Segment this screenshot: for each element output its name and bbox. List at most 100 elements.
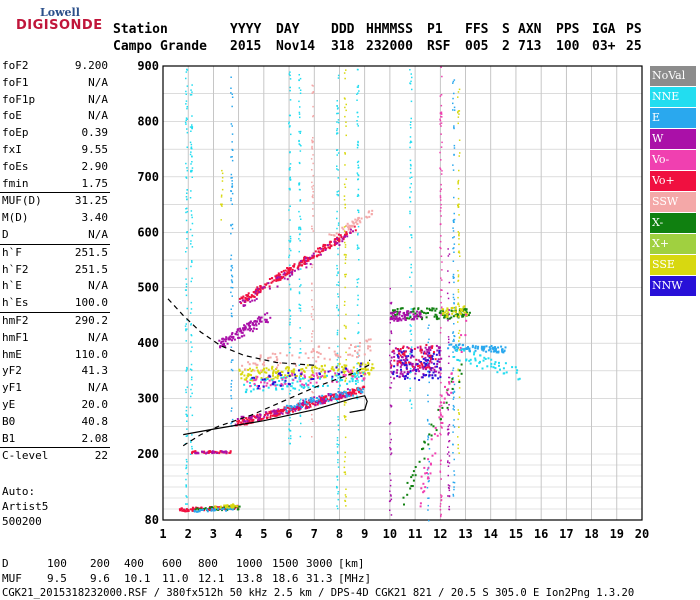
echo-point (338, 391, 340, 394)
echo-point (406, 359, 409, 362)
echo-point (427, 458, 430, 461)
echo-point (277, 369, 280, 372)
echo-point (389, 317, 392, 319)
echo-point (280, 377, 283, 379)
echo-point (203, 508, 206, 510)
echo-point (392, 370, 395, 373)
echo-point (417, 315, 420, 318)
echo-point (186, 414, 188, 416)
echo-point (309, 404, 312, 406)
echo-point (288, 73, 290, 75)
echo-point (288, 270, 291, 273)
echo-point (243, 326, 246, 329)
echo-point (334, 395, 337, 398)
echo-point (370, 366, 373, 369)
echo-point (230, 504, 233, 507)
echo-point (185, 369, 188, 371)
echo-point (284, 408, 287, 411)
echo-point (337, 190, 340, 192)
echo-point (414, 366, 416, 369)
echo-point (389, 312, 392, 315)
echo-point (485, 345, 488, 348)
echo-point (485, 350, 488, 353)
param-label: hmF1 (2, 330, 29, 344)
echo-point (453, 302, 455, 305)
echo-point (186, 118, 188, 120)
echo-point (311, 195, 314, 198)
echo-point (281, 388, 284, 390)
echo-point (274, 376, 277, 379)
echo-point (185, 466, 188, 469)
echo-point (457, 444, 459, 446)
echo-point (229, 335, 232, 338)
echo-point (276, 410, 279, 413)
echo-point (357, 116, 359, 118)
echo-point (230, 258, 232, 260)
echo-point (300, 264, 302, 266)
echo-point (336, 108, 339, 110)
echo-point (263, 286, 266, 289)
echo-point (307, 259, 310, 262)
echo-point (291, 354, 294, 357)
echo-point (389, 354, 391, 357)
echo-point (245, 388, 248, 391)
echo-point (357, 211, 360, 214)
echo-point (458, 252, 461, 254)
echo-point (420, 475, 423, 478)
echo-point (403, 311, 406, 314)
echo-point (458, 203, 460, 205)
echo-point (405, 363, 408, 366)
echo-point (452, 346, 454, 348)
echo-point (410, 73, 412, 75)
echo-point (231, 267, 234, 269)
echo-point (343, 199, 346, 201)
echo-point (452, 296, 455, 299)
echo-point (440, 133, 442, 135)
echo-point (299, 150, 302, 152)
echo-point (343, 97, 346, 99)
echo-point (357, 195, 360, 197)
echo-point (190, 143, 193, 146)
header-row1-cell: AXN (518, 22, 542, 37)
echo-point (452, 169, 455, 171)
echo-point (209, 451, 212, 453)
echo-point (251, 419, 254, 421)
echo-point (276, 383, 279, 386)
echo-point (424, 346, 427, 349)
echo-point (343, 471, 346, 474)
echo-point (452, 452, 454, 454)
echo-point (213, 509, 216, 512)
echo-point (185, 196, 188, 198)
echo-point (336, 128, 339, 130)
echo-point (248, 295, 251, 298)
echo-point (312, 85, 314, 87)
echo-point (221, 205, 223, 207)
echo-point (336, 129, 338, 132)
echo-point (324, 399, 327, 402)
echo-point (335, 379, 338, 382)
echo-point (440, 372, 442, 375)
echo-point (329, 393, 332, 395)
echo-point (331, 375, 334, 378)
echo-point (452, 219, 455, 221)
echo-point (298, 369, 300, 372)
echo-point (354, 229, 357, 232)
echo-point (479, 354, 482, 357)
echo-point (317, 351, 320, 354)
echo-point (256, 292, 259, 295)
echo-point (299, 380, 302, 383)
legend-item-voplus: Vo+ (650, 171, 696, 191)
echo-point (197, 452, 200, 455)
echo-point (318, 395, 321, 398)
echo-point (457, 251, 460, 253)
echo-point (412, 318, 415, 321)
echo-point (336, 437, 339, 439)
echo-point (412, 365, 414, 368)
echo-point (424, 363, 427, 366)
echo-point (440, 478, 442, 480)
echo-point (390, 479, 392, 481)
echo-point (453, 335, 456, 338)
echo-point (191, 222, 194, 225)
echo-point (259, 286, 262, 288)
